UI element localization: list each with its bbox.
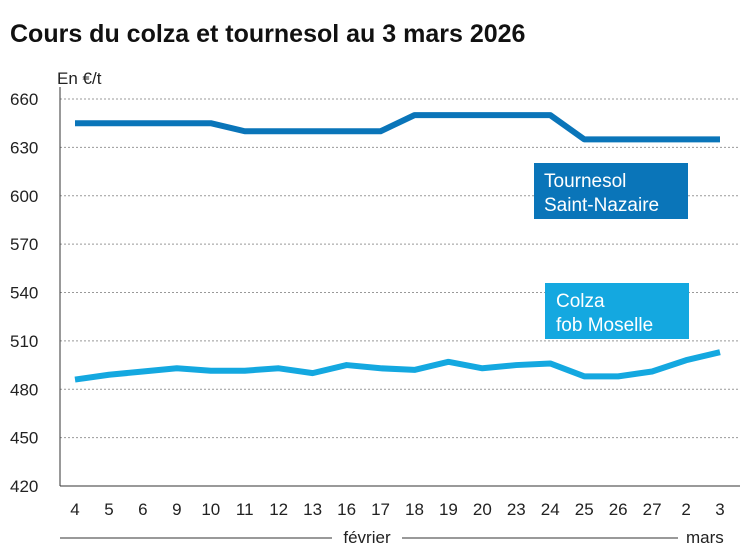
y-tick-label: 630 <box>10 138 38 157</box>
y-tick-label: 540 <box>10 284 38 303</box>
series-label: Colza <box>556 291 605 312</box>
x-tick-label: 17 <box>371 500 390 519</box>
x-tick-label: 25 <box>575 500 594 519</box>
x-tick-label: 5 <box>104 500 113 519</box>
series-line <box>75 112 720 143</box>
y-tick-label: 420 <box>10 477 38 496</box>
x-tick-label: 20 <box>473 500 492 519</box>
chart-title: Cours du colza et tournesol au 3 mars 20… <box>10 20 525 48</box>
x-tick-label: 11 <box>236 500 254 519</box>
x-tick-label: 26 <box>609 500 628 519</box>
x-tick-label: 10 <box>201 500 220 519</box>
series-label-box <box>534 163 688 219</box>
y-tick-label: 570 <box>10 235 38 254</box>
x-tick-label: 16 <box>337 500 356 519</box>
x-tick-label: 24 <box>541 500 560 519</box>
y-tick-label: 450 <box>10 429 38 448</box>
x-tick-label: 12 <box>269 500 288 519</box>
x-tick-label: 4 <box>70 500 79 519</box>
series-label: Tournesol <box>544 171 626 192</box>
y-tick-label: 600 <box>10 187 38 206</box>
x-tick-label: 6 <box>138 500 147 519</box>
x-tick-label: 9 <box>172 500 181 519</box>
y-tick-label: 510 <box>10 332 38 351</box>
series-label-box <box>545 283 689 339</box>
x-tick-label: 27 <box>643 500 662 519</box>
series-label: Saint-Nazaire <box>544 195 659 216</box>
month-label: février <box>343 528 391 547</box>
x-tick-label: 3 <box>715 500 724 519</box>
series-label: fob Moselle <box>556 315 653 336</box>
month-label: mars <box>686 528 724 547</box>
x-tick-label: 13 <box>303 500 322 519</box>
y-tick-label: 480 <box>10 380 38 399</box>
x-tick-label: 18 <box>405 500 424 519</box>
x-tick-label: 2 <box>681 500 690 519</box>
x-tick-label: 23 <box>507 500 526 519</box>
y-axis-label: En €/t <box>57 69 102 88</box>
x-tick-label: 19 <box>439 500 458 519</box>
y-tick-label: 660 <box>10 90 38 109</box>
series-line <box>74 349 721 383</box>
